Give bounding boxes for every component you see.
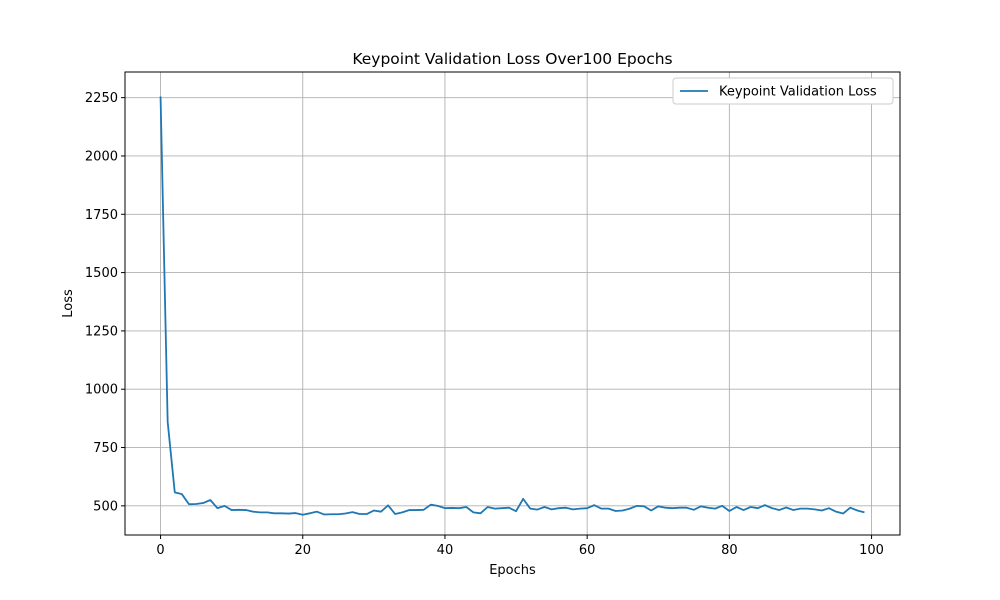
legend-label: Keypoint Validation Loss <box>719 85 877 100</box>
legend: Keypoint Validation Loss <box>672 77 894 105</box>
x-axis: 0 20 40 60 80 100 <box>156 535 884 558</box>
y-tick-label: 750 <box>93 441 118 456</box>
y-tick-label: 1250 <box>85 324 118 339</box>
x-tick-label: 40 <box>437 543 454 558</box>
x-axis-title: Epochs <box>489 563 536 578</box>
y-tick-label: 2250 <box>85 91 118 106</box>
y-tick-label: 1500 <box>85 266 118 281</box>
legend-box <box>672 77 894 105</box>
plot-frame <box>124 71 901 536</box>
y-tick-label: 1000 <box>85 383 118 398</box>
x-tick-label: 0 <box>156 543 164 558</box>
y-tick-label: 1750 <box>85 208 118 223</box>
y-axis-title: Loss <box>61 289 76 318</box>
x-tick-label: 60 <box>579 543 596 558</box>
y-axis: 500 750 1000 1250 1500 1750 2000 2250 <box>85 91 125 514</box>
grid <box>125 72 900 535</box>
series-line <box>159 96 865 516</box>
chart-title: Keypoint Validation Loss Over100 Epochs <box>352 50 672 68</box>
x-tick-label: 80 <box>721 543 738 558</box>
y-tick-label: 2000 <box>85 149 118 164</box>
series-layer <box>159 96 865 516</box>
x-tick-label: 100 <box>859 543 884 558</box>
x-tick-label: 20 <box>294 543 311 558</box>
y-tick-label: 500 <box>93 499 118 514</box>
